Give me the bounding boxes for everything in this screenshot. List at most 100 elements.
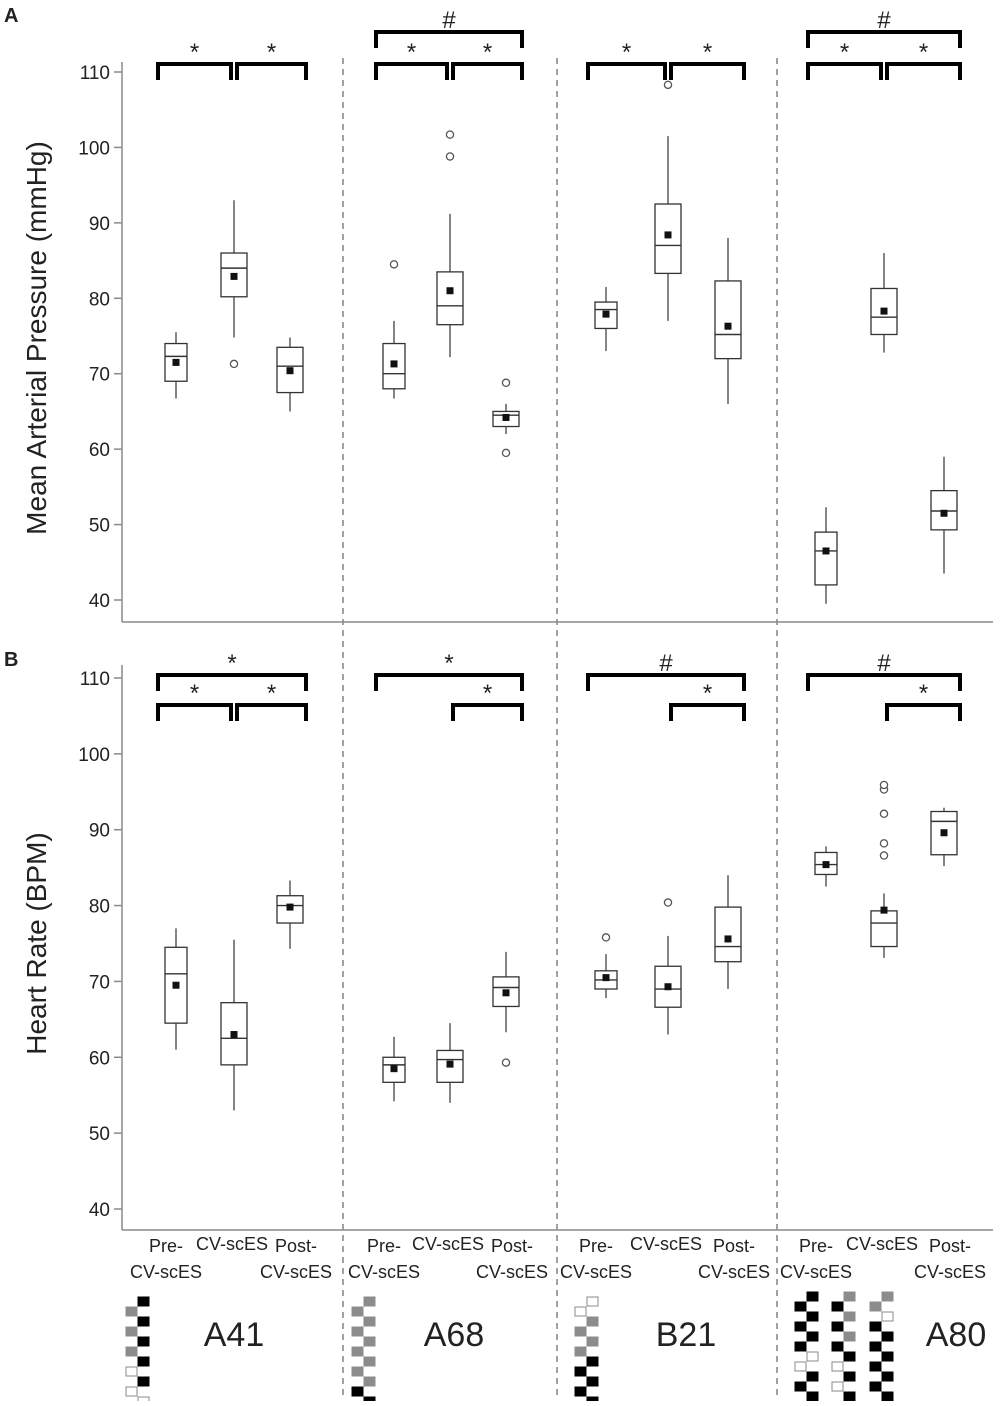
- electrode: [869, 1361, 882, 1372]
- electrode: [806, 1391, 819, 1402]
- bracket-line: [586, 62, 667, 80]
- box-B21-1: [654, 80, 682, 321]
- x-tick-label: CV-scES: [630, 1234, 702, 1254]
- outlier-point: [879, 851, 889, 860]
- mean-marker: [664, 983, 672, 991]
- mean-marker: [230, 272, 238, 280]
- significance-label: #: [877, 7, 891, 34]
- significance-label: *: [919, 680, 928, 707]
- group-B21: * *: [586, 39, 746, 404]
- y-tick-label: 100: [78, 138, 110, 159]
- y-tick-label: 70: [89, 972, 110, 993]
- outlier-point: [663, 80, 673, 90]
- box-A80-2: [930, 807, 958, 867]
- x-tick-label: Post-: [491, 1236, 533, 1256]
- electrode: [137, 1396, 150, 1406]
- electrode: [351, 1366, 364, 1377]
- electrode: [794, 1361, 807, 1372]
- electrode: [881, 1391, 894, 1402]
- x-tick-label: CV-scES: [780, 1262, 852, 1282]
- y-axis-label: Heart Rate (BPM): [21, 832, 52, 1055]
- electrode: [125, 1326, 138, 1337]
- box-iqr: [714, 906, 742, 963]
- significance-label: *: [919, 39, 928, 66]
- mean-marker: [880, 307, 888, 315]
- bracket-line: [374, 673, 524, 691]
- mean-marker: [172, 981, 180, 989]
- mean-marker: [602, 974, 610, 982]
- significance-label: *: [190, 39, 199, 66]
- electrode: [881, 1371, 894, 1382]
- x-tick-label: Pre-: [799, 1236, 833, 1256]
- electrode-array-icon: [869, 1291, 894, 1406]
- significance-label: *: [622, 39, 631, 66]
- electrode: [363, 1336, 376, 1347]
- x-tick-label: Pre-: [149, 1236, 183, 1256]
- electrode: [843, 1331, 856, 1342]
- x-tick-label: Pre-: [579, 1236, 613, 1256]
- significance-bracket: #: [806, 650, 962, 691]
- electrode: [125, 1366, 138, 1377]
- x-tick-label: CV-scES: [348, 1262, 420, 1282]
- mean-marker: [880, 906, 888, 914]
- significance-label: *: [267, 680, 276, 707]
- y-tick-label: 110: [80, 669, 110, 690]
- y-tick-label: 100: [78, 745, 110, 766]
- y-tick-label: 40: [89, 591, 110, 612]
- mean-marker: [602, 310, 610, 318]
- mean-marker: [286, 367, 294, 375]
- box-A68-2: [492, 951, 520, 1067]
- electrode: [137, 1336, 150, 1347]
- x-tick-label: CV-scES: [846, 1234, 918, 1254]
- x-tick-labels: Pre- CV-scES CV-scES Post- CV-scES Pre- CV-scE…: [130, 1234, 986, 1282]
- box-B21-0: [594, 933, 618, 999]
- electrode: [806, 1291, 819, 1302]
- outlier-point: [879, 780, 889, 790]
- electrode: [125, 1306, 138, 1317]
- electrode: [363, 1356, 376, 1367]
- significance-label: #: [442, 7, 456, 34]
- bracket-line: [451, 703, 524, 721]
- bracket-line: [806, 673, 962, 691]
- electrode: [574, 1386, 587, 1397]
- bracket-line: [451, 62, 524, 80]
- bracket-line: [669, 62, 746, 80]
- outlier-point: [601, 933, 611, 942]
- outlier-point: [501, 378, 511, 388]
- significance-label: *: [703, 680, 712, 707]
- x-tick-label: CV-scES: [698, 1262, 770, 1282]
- box-iqr: [870, 910, 898, 948]
- outlier-point: [501, 448, 511, 458]
- box-A41-1: [220, 200, 248, 369]
- x-tick-label: CV-scES: [196, 1234, 268, 1254]
- electrode: [137, 1296, 150, 1307]
- electrode: [586, 1376, 599, 1387]
- bracket-line: [669, 703, 746, 721]
- significance-bracket: *: [156, 650, 308, 691]
- significance-bracket: *: [374, 650, 524, 691]
- electrode: [125, 1346, 138, 1357]
- electrode: [574, 1306, 587, 1317]
- mean-marker: [822, 547, 830, 555]
- box-A80-1: [870, 253, 898, 353]
- electrode: [869, 1381, 882, 1392]
- electrode: [363, 1396, 376, 1406]
- box-iqr: [654, 203, 682, 275]
- electrode: [831, 1321, 844, 1332]
- electrode: [831, 1381, 844, 1392]
- electrode: [351, 1326, 364, 1337]
- significance-label: *: [267, 39, 276, 66]
- significance-bracket: *: [885, 39, 962, 80]
- mean-marker: [664, 231, 672, 239]
- mean-marker: [446, 1060, 454, 1068]
- group-A41: * *: [156, 39, 308, 412]
- box-A80-2: [930, 456, 958, 574]
- group-A80: * * #: [806, 7, 962, 604]
- significance-label: *: [190, 680, 199, 707]
- electrode: [363, 1296, 376, 1307]
- box-A68-1: [436, 130, 464, 358]
- bracket-line: [235, 62, 308, 80]
- electrode: [831, 1341, 844, 1352]
- electrode-array-icon: [831, 1291, 856, 1406]
